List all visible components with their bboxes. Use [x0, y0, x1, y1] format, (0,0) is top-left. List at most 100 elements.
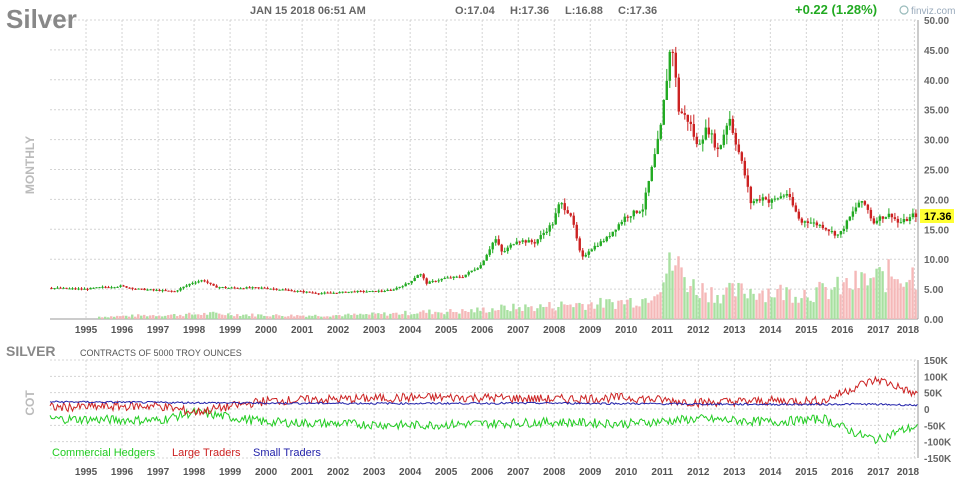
volume-bar — [179, 314, 182, 319]
volume-bar — [911, 267, 914, 319]
volume-bar — [707, 302, 710, 319]
candle-body — [476, 268, 479, 270]
cot-x-tick-label: 2016 — [831, 467, 854, 478]
cot-x-tick-label: 2011 — [651, 467, 673, 478]
volume-bar — [719, 303, 722, 319]
open-price: O:17.04 — [455, 5, 496, 17]
volume-bar — [878, 267, 881, 319]
candle-body — [266, 288, 269, 290]
candle-body — [740, 152, 744, 161]
candle-body — [152, 289, 155, 291]
candle-body — [764, 197, 768, 200]
volume-bar — [791, 302, 794, 319]
volume-bar — [578, 302, 581, 319]
candle-body — [140, 288, 143, 290]
candle-body — [167, 290, 170, 292]
candle-body — [110, 287, 113, 289]
cot-x-tick-label: 2008 — [543, 467, 566, 478]
volume-bar — [269, 316, 272, 319]
volume-bar — [908, 279, 911, 319]
candle-body — [869, 209, 873, 219]
candle-body — [554, 213, 557, 225]
x-tick-label: 1997 — [147, 325, 170, 336]
volume-bar — [635, 305, 638, 319]
candle-body — [311, 292, 314, 294]
volume-bar — [146, 316, 149, 319]
candle-body — [605, 236, 608, 242]
volume-bar — [479, 310, 482, 319]
cot-x-tick-label: 2013 — [723, 467, 746, 478]
volume-bar — [659, 292, 662, 319]
volume-bar — [698, 298, 701, 319]
cot-x-tick-label: 2000 — [255, 467, 278, 478]
candle-body — [572, 215, 575, 225]
volume-bar — [248, 316, 251, 319]
volume-bar — [734, 296, 737, 319]
volume-bar — [101, 317, 104, 319]
candle-body — [251, 287, 254, 289]
candle-body — [119, 285, 122, 287]
volume-bar — [575, 303, 578, 319]
last-price-tag-bg — [920, 209, 954, 223]
volume-bar — [599, 297, 602, 319]
candle-body — [74, 288, 77, 290]
y-tick-label: 15.00 — [924, 225, 949, 236]
candle-body — [683, 113, 686, 115]
finviz-logo[interactable]: finviz.com — [899, 5, 955, 17]
candle-body — [518, 241, 521, 243]
volume-bar — [788, 289, 791, 319]
candle-body — [218, 287, 221, 289]
candle-body — [404, 283, 407, 287]
volume-bar — [581, 304, 584, 319]
candle-body — [347, 291, 350, 293]
cot-y-tick-label: 100K — [924, 372, 949, 383]
change-value: +0.22 (1.28%) — [795, 2, 877, 17]
volume-bar — [308, 315, 311, 319]
volume-bar — [731, 283, 734, 319]
cot-y-tick-label: 150K — [924, 356, 949, 367]
volume-bar — [686, 292, 689, 319]
volume-bar — [140, 315, 143, 319]
candle-body — [431, 280, 434, 282]
candle-body — [128, 287, 131, 289]
candle-body — [503, 251, 506, 253]
candle-body — [428, 281, 431, 284]
candle-body — [248, 287, 251, 289]
candle-body — [95, 287, 98, 289]
volume-bar — [593, 308, 596, 319]
candle-body — [578, 238, 581, 251]
volume-bar — [224, 315, 227, 319]
candle-body — [290, 290, 293, 292]
candle-body — [317, 293, 320, 295]
volume-bar — [884, 292, 887, 319]
volume-bar — [137, 314, 140, 319]
candle-body — [620, 221, 623, 225]
candle-body — [179, 288, 182, 291]
x-tick-label: 2006 — [471, 325, 494, 336]
volume-bar — [215, 312, 218, 319]
high-price: H:17.36 — [510, 5, 549, 17]
volume-bar — [197, 314, 200, 319]
candle-body — [344, 291, 347, 293]
candle-body — [551, 224, 554, 226]
volume-bar — [347, 313, 350, 319]
y-tick-label: 20.00 — [924, 195, 949, 206]
candle-body — [380, 290, 383, 292]
volume-bar — [152, 315, 155, 319]
candle-body — [779, 196, 783, 199]
volume-bar — [305, 316, 308, 319]
volume-bar — [266, 316, 269, 319]
candle-body — [911, 213, 915, 218]
volume-bar — [107, 317, 110, 319]
volume-bar — [437, 312, 440, 319]
volume-bar — [407, 315, 410, 319]
candle-body — [596, 245, 599, 247]
low-price: L:16.88 — [565, 5, 603, 17]
candle-body — [257, 287, 260, 289]
candle-body — [611, 231, 614, 237]
volume-bar — [380, 314, 383, 319]
candle-body — [767, 199, 771, 203]
legend-small-traders: Small Traders — [253, 447, 321, 459]
candle-body — [50, 287, 53, 289]
volume-bar — [815, 287, 818, 319]
